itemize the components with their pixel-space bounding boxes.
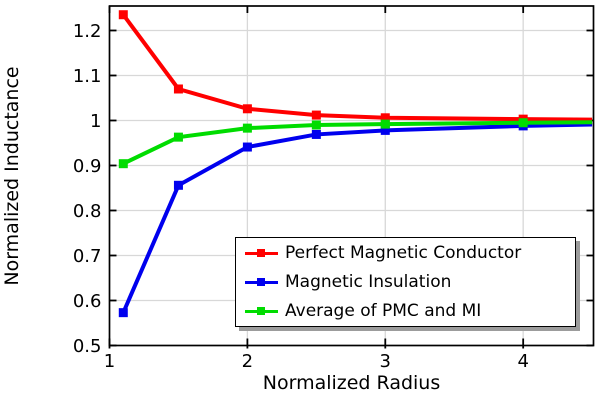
x-tick-label: 2 — [242, 351, 253, 372]
data-point-marker — [173, 180, 183, 190]
legend-label: Average of PMC and MI — [285, 301, 482, 321]
y-tick-label: 1.2 — [73, 21, 102, 42]
x-tick-label: 4 — [517, 351, 528, 372]
legend-item-average: Average of PMC and MI — [245, 297, 575, 326]
data-point-marker — [173, 132, 183, 142]
y-tick-label: 0.6 — [73, 291, 102, 312]
plot-frame — [108, 5, 595, 347]
data-point-marker — [118, 10, 128, 20]
data-point-marker — [311, 129, 321, 139]
data-point-marker — [242, 104, 252, 114]
x-axis-title: Normalized Radius — [262, 372, 441, 394]
y-tick-label: 1.1 — [73, 66, 102, 87]
legend-line-sample-icon — [245, 249, 278, 257]
data-point-marker — [118, 159, 128, 169]
data-point-marker — [173, 84, 183, 94]
legend-item-mi: Magnetic Insulation — [245, 268, 575, 297]
data-point-marker — [311, 120, 321, 130]
legend: Perfect Magnetic Conductor Magnetic Insu… — [235, 237, 576, 327]
data-point-marker — [380, 125, 390, 135]
data-point-marker — [518, 118, 528, 128]
x-tick-label: 3 — [380, 351, 391, 372]
y-tick-label: 0.7 — [73, 246, 102, 267]
square-marker-icon — [257, 278, 265, 286]
square-marker-icon — [257, 307, 265, 315]
data-point-marker — [380, 113, 390, 123]
legend-item-pmc: Perfect Magnetic Conductor — [245, 239, 575, 268]
legend-label: Perfect Magnetic Conductor — [285, 243, 522, 263]
y-axis-title: Normalized Inductance — [1, 66, 23, 286]
legend-line-sample-icon — [245, 307, 278, 315]
data-point-marker — [242, 123, 252, 133]
data-point-marker — [118, 308, 128, 318]
y-tick-label: 0.8 — [73, 201, 102, 222]
legend-label: Magnetic Insulation — [285, 272, 452, 292]
y-tick-label: 1 — [90, 111, 101, 132]
data-point-marker — [311, 110, 321, 120]
data-point-marker — [380, 119, 390, 129]
legend-line-sample-icon — [245, 278, 278, 286]
x-tick-label: 1 — [104, 351, 115, 372]
data-point-marker — [242, 142, 252, 152]
y-tick-label: 0.5 — [73, 336, 102, 357]
y-tick-label: 0.9 — [73, 156, 102, 177]
square-marker-icon — [257, 249, 265, 257]
